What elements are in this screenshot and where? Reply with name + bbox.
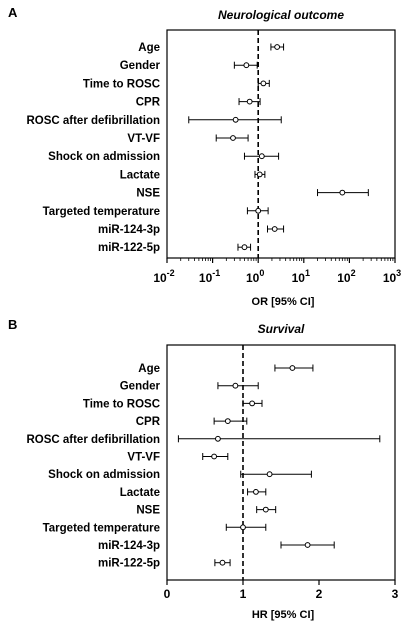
point-estimate [255,207,262,214]
category-label: Shock on admission [48,151,160,163]
category-label: Shock on admission [48,469,160,481]
point-estimate [256,171,263,178]
panel-b: B Survival Age Gender Time to ROSC CPR ROSC af… [8,317,399,621]
category-label: Time to ROSC [83,398,160,410]
point-estimate [260,80,267,87]
category-label: VT-VF [127,133,160,145]
category-label: miR-122-5p [98,242,160,254]
category-label: Age [138,42,160,54]
panel-letter: B [8,317,17,332]
category-label: Targeted temperature [43,206,160,218]
x-tick-label: 101 [292,268,310,285]
category-label: Lactate [120,487,160,499]
point-estimate [232,116,239,123]
point-estimate [304,542,311,548]
point-estimate [243,62,250,69]
category-label: VT-VF [127,452,160,464]
x-tick-label: 3 [392,587,399,601]
category-label: miR-122-5p [98,558,160,570]
point-estimate [253,489,259,495]
category-label: Targeted temperature [43,522,160,534]
x-tick-label: 10-1 [199,268,220,285]
plot-frame [166,344,396,581]
chart-title: Neurological outcome [218,8,344,22]
category-label: miR-124-3p [98,224,160,236]
category-label: CPR [136,97,161,109]
category-label: Gender [120,60,161,72]
point-estimate [241,244,248,251]
point-estimate [215,435,221,442]
category-label: Time to ROSC [83,78,160,90]
point-estimate [232,382,239,389]
x-tick-label: 2 [316,587,323,601]
point-estimate [219,559,226,566]
x-tick-label: 0 [164,587,171,601]
point-estimate [262,506,269,513]
x-axis-label: OR [95% CI] [252,296,315,308]
category-label: NSE [136,505,160,517]
category-label: miR-124-3p [98,540,160,552]
category-label: Gender [120,381,161,393]
x-tick-label: 100 [246,268,264,285]
x-tick-label: 10-2 [153,268,174,285]
panel-letter: A [8,5,18,20]
point-estimate [266,471,273,478]
plot-frame [166,29,396,259]
point-estimate [339,189,346,196]
category-label: ROSC after defibrillation [26,434,160,446]
x-tick-label: 103 [383,268,401,285]
point-estimate [258,153,265,160]
point-estimate [289,365,296,371]
x-axis-label: HR [95% CI] [252,609,315,621]
point-estimate [274,44,281,50]
x-tick-label: 102 [337,268,355,285]
point-estimate [224,418,231,425]
point-estimate [230,135,236,141]
category-label: Age [138,363,160,375]
point-estimate [211,453,218,460]
x-tick-label: 1 [240,587,247,601]
panel-a: A Neurological outcome Age Gender Time to RO… [8,5,401,308]
point-estimate [246,98,253,105]
chart-title: Survival [258,322,305,336]
point-estimate [240,524,246,531]
point-estimate [249,400,256,407]
category-label: Lactate [120,169,160,181]
point-estimate [271,226,278,232]
category-label: CPR [136,416,161,428]
category-label: NSE [136,188,160,200]
category-label: ROSC after defibrillation [26,115,160,127]
